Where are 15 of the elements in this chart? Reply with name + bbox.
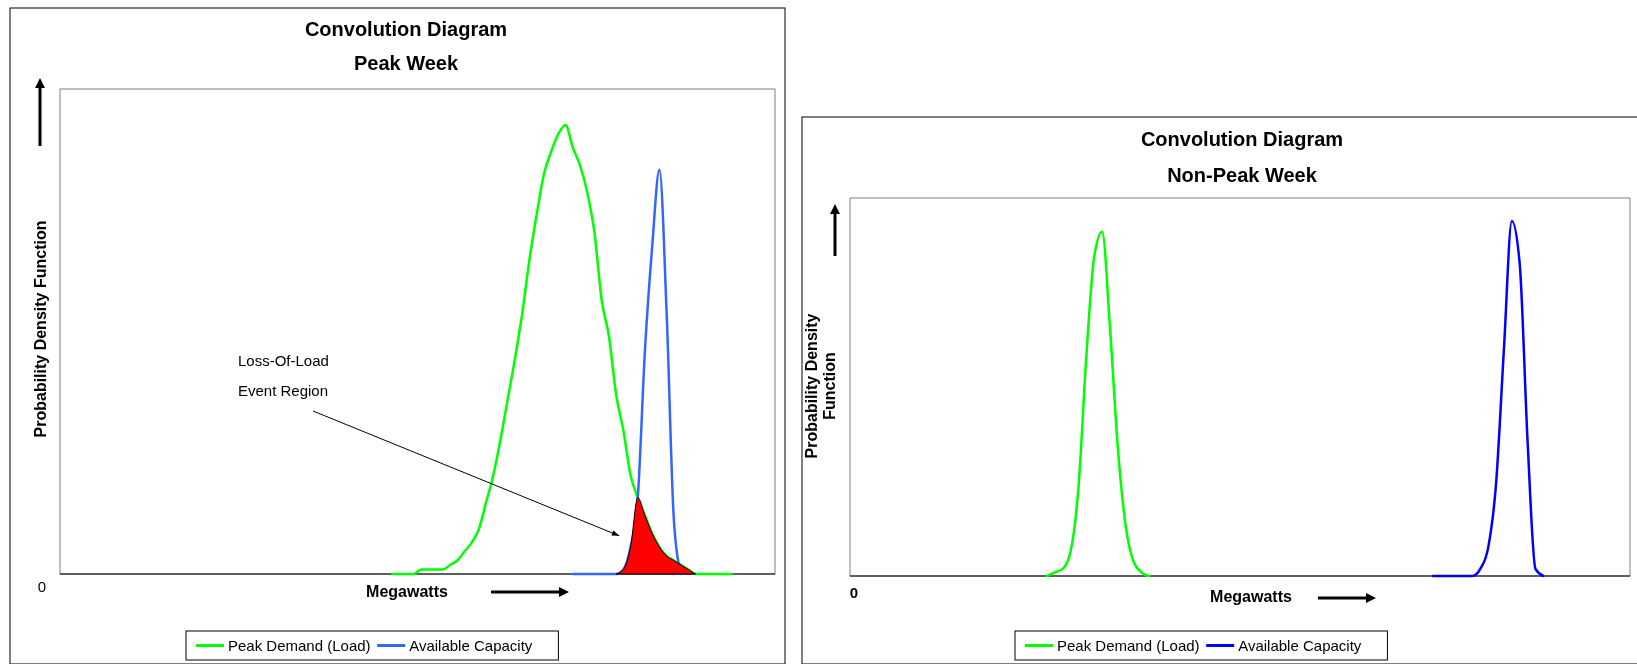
- y-axis-title: Probability Density Function: [803, 313, 838, 459]
- y-axis-title: Probability Density Function: [32, 220, 49, 438]
- text: 0: [37, 578, 46, 595]
- legend-label: Available Capacity: [1238, 637, 1362, 654]
- text: 0: [849, 584, 859, 601]
- legend-label: Available Capacity: [409, 637, 533, 654]
- legend-label: Peak Demand (Load): [228, 637, 371, 654]
- chart-title: Convolution Diagram: [304, 18, 508, 41]
- annotation: Loss-Of-Load Event Region: [238, 352, 329, 399]
- x-axis-title: Megawatts: [366, 583, 448, 600]
- x-axis-title: Megawatts: [1210, 588, 1292, 605]
- chart-title: Convolution Diagram: [1140, 128, 1344, 151]
- legend-label: Peak Demand (Load): [1057, 637, 1200, 654]
- chart-subtitle: Non-Peak Week: [1167, 164, 1318, 187]
- chart-subtitle: Peak Week: [353, 52, 459, 75]
